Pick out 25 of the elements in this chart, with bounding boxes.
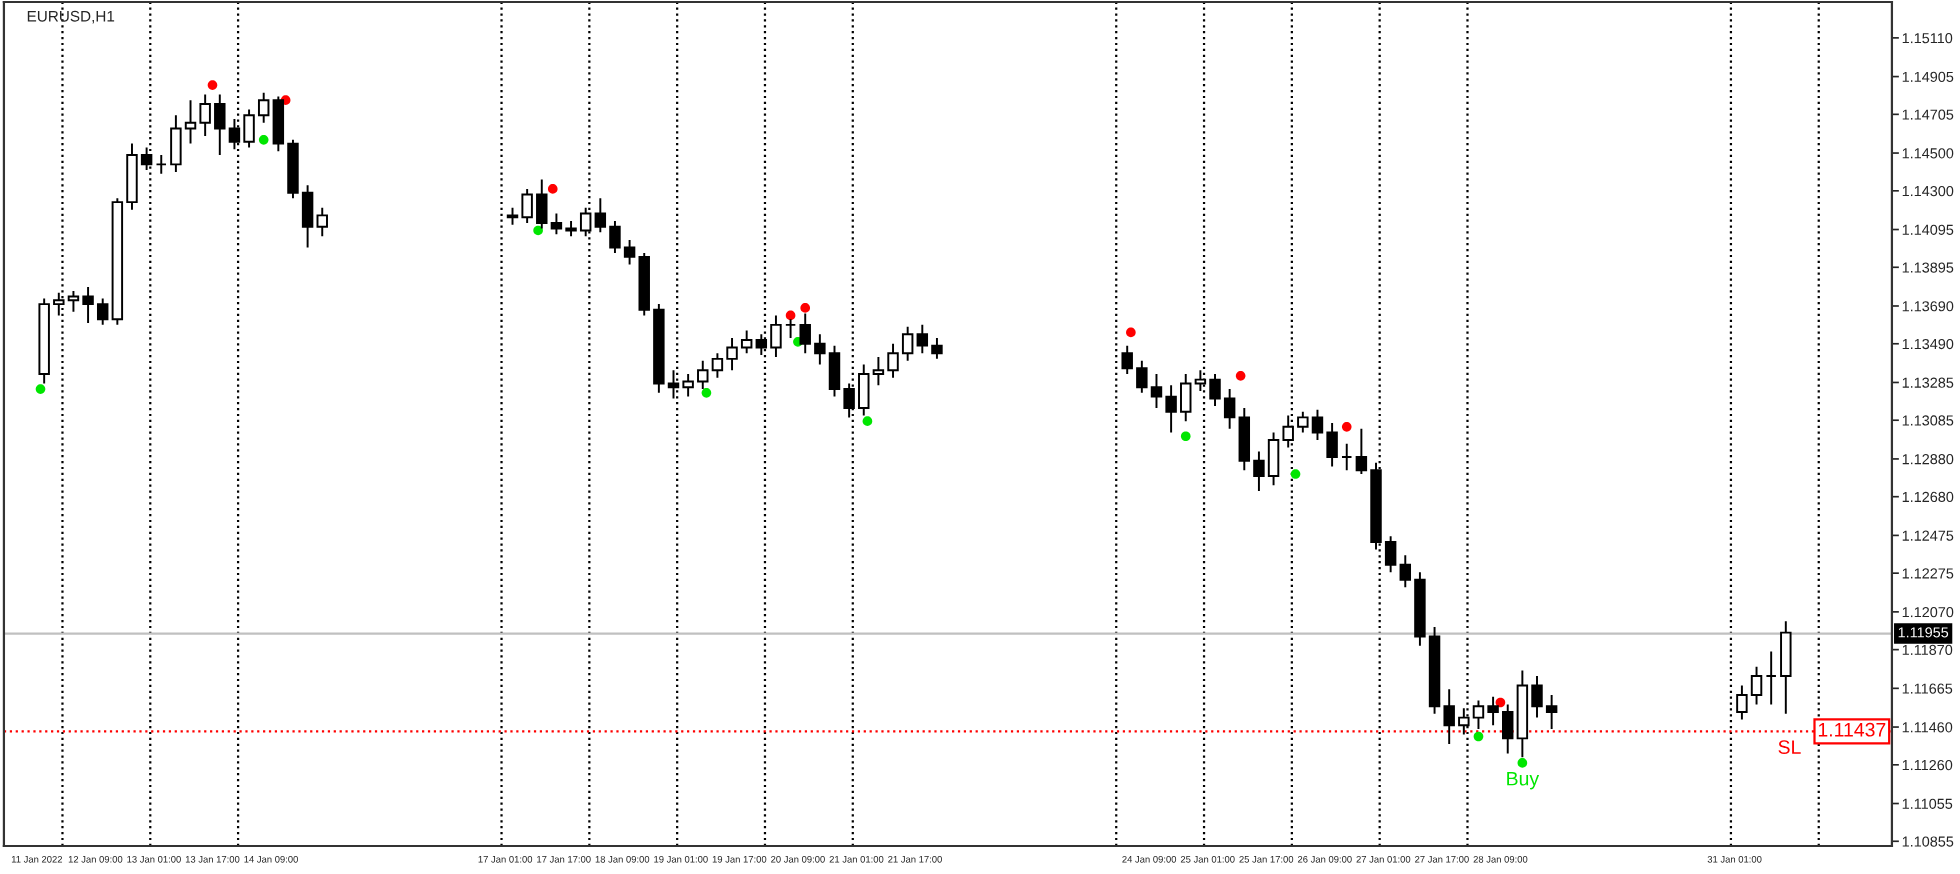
point: [1180, 431, 1191, 442]
point: [1517, 758, 1528, 768]
point: [862, 416, 873, 426]
annotation: SL: [1778, 740, 1801, 755]
point: [1495, 697, 1506, 708]
point: [258, 135, 269, 145]
point: [207, 80, 218, 90]
candlestick: [1765, 650, 1777, 706]
candlestick: [155, 153, 167, 175]
point: [1290, 469, 1301, 479]
point: [1341, 422, 1352, 432]
candlestick: [1341, 442, 1353, 472]
candlestick: [316, 206, 328, 238]
point: [1126, 327, 1136, 338]
annotation: Buy: [1507, 771, 1540, 790]
point: [35, 384, 46, 394]
point: [785, 310, 796, 321]
point: [1473, 731, 1484, 742]
ref-line-label: 1.11437: [1818, 722, 1886, 737]
point: [1235, 371, 1246, 381]
point: [701, 388, 712, 398]
point: [533, 225, 543, 236]
point: [800, 303, 811, 313]
candlestick: [1780, 620, 1792, 715]
point: [547, 184, 558, 194]
